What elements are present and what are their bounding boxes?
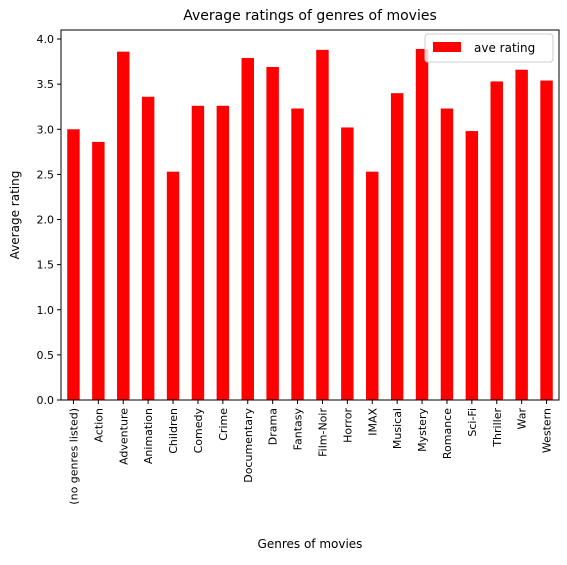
bar-documentary (241, 57, 254, 400)
bar-imax (366, 171, 379, 400)
bar-thriller (490, 81, 503, 400)
bar-animation (141, 96, 155, 400)
x-tick-label: Children (167, 408, 180, 454)
bar-fantasy (291, 108, 304, 400)
y-tick-label: 2.0 (37, 214, 55, 227)
bars-layer (67, 48, 553, 401)
x-tick-label: Animation (142, 408, 155, 464)
bar-romance (440, 108, 454, 400)
x-tick-label: Horror (341, 408, 354, 443)
legend-frame (424, 33, 554, 63)
bar-drama (266, 67, 279, 400)
legend-label: ave rating (474, 41, 535, 55)
x-tick-label: Comedy (192, 408, 205, 454)
bar-adventure (117, 51, 130, 400)
x-axis-label: Genres of movies (258, 537, 363, 551)
x-tick-label: Crime (217, 408, 230, 441)
bar-mystery (415, 48, 429, 400)
y-tick-label: 2.5 (37, 168, 55, 181)
bar-film-noir (316, 49, 329, 400)
x-tick-label: Drama (267, 408, 280, 445)
x-tick-label: (no genres listed) (67, 408, 80, 505)
y-axis-label: Average rating (8, 171, 22, 260)
y-tick-label: 3.0 (37, 123, 55, 136)
x-tick-label: Documentary (242, 408, 255, 483)
legend-swatch (433, 42, 461, 52)
y-tick-label: 1.0 (37, 304, 55, 317)
x-tick-label: Sci-Fi (466, 408, 479, 437)
y-tick-label: 4.0 (37, 33, 55, 46)
x-tick-label: Romance (441, 408, 454, 459)
plot-frame (60, 29, 560, 401)
x-tick-label: War (516, 408, 529, 430)
y-tick-label: 1.5 (37, 259, 55, 272)
x-tick-label: Western (541, 408, 554, 453)
x-tick-label: Musical (391, 408, 404, 449)
bar-children (166, 171, 180, 400)
bar-sci-fi (465, 131, 479, 400)
bar-crime (216, 105, 230, 401)
bar-no-genres-listed (67, 129, 80, 400)
legend: ave rating (424, 33, 554, 63)
bar-western (540, 80, 553, 400)
x-axis: (no genres listed) Action Adventure Animati… (67, 400, 554, 505)
x-tick-label: Adventure (117, 408, 130, 465)
y-tick-label: 0.0 (37, 394, 55, 407)
y-tick-label: 0.5 (37, 349, 55, 362)
x-tick-label: Fantasy (292, 408, 305, 451)
bar-horror (341, 127, 354, 401)
y-tick-label: 3.5 (37, 78, 55, 91)
chart-title: Average ratings of genres of movies (183, 8, 437, 24)
y-axis: 0.0 0.5 1.0 1.5 2.0 2.5 3.0 3.5 4.0 (37, 33, 61, 407)
x-tick-label: Film-Noir (316, 408, 329, 457)
x-tick-label: Mystery (416, 408, 429, 452)
x-tick-label: Thriller (491, 408, 504, 448)
bar-action (92, 141, 105, 400)
x-tick-label: IMAX (366, 408, 379, 436)
bar-comedy (191, 105, 205, 401)
x-tick-label: Action (92, 408, 105, 442)
bar-musical (390, 93, 404, 401)
bar-war (515, 69, 528, 401)
